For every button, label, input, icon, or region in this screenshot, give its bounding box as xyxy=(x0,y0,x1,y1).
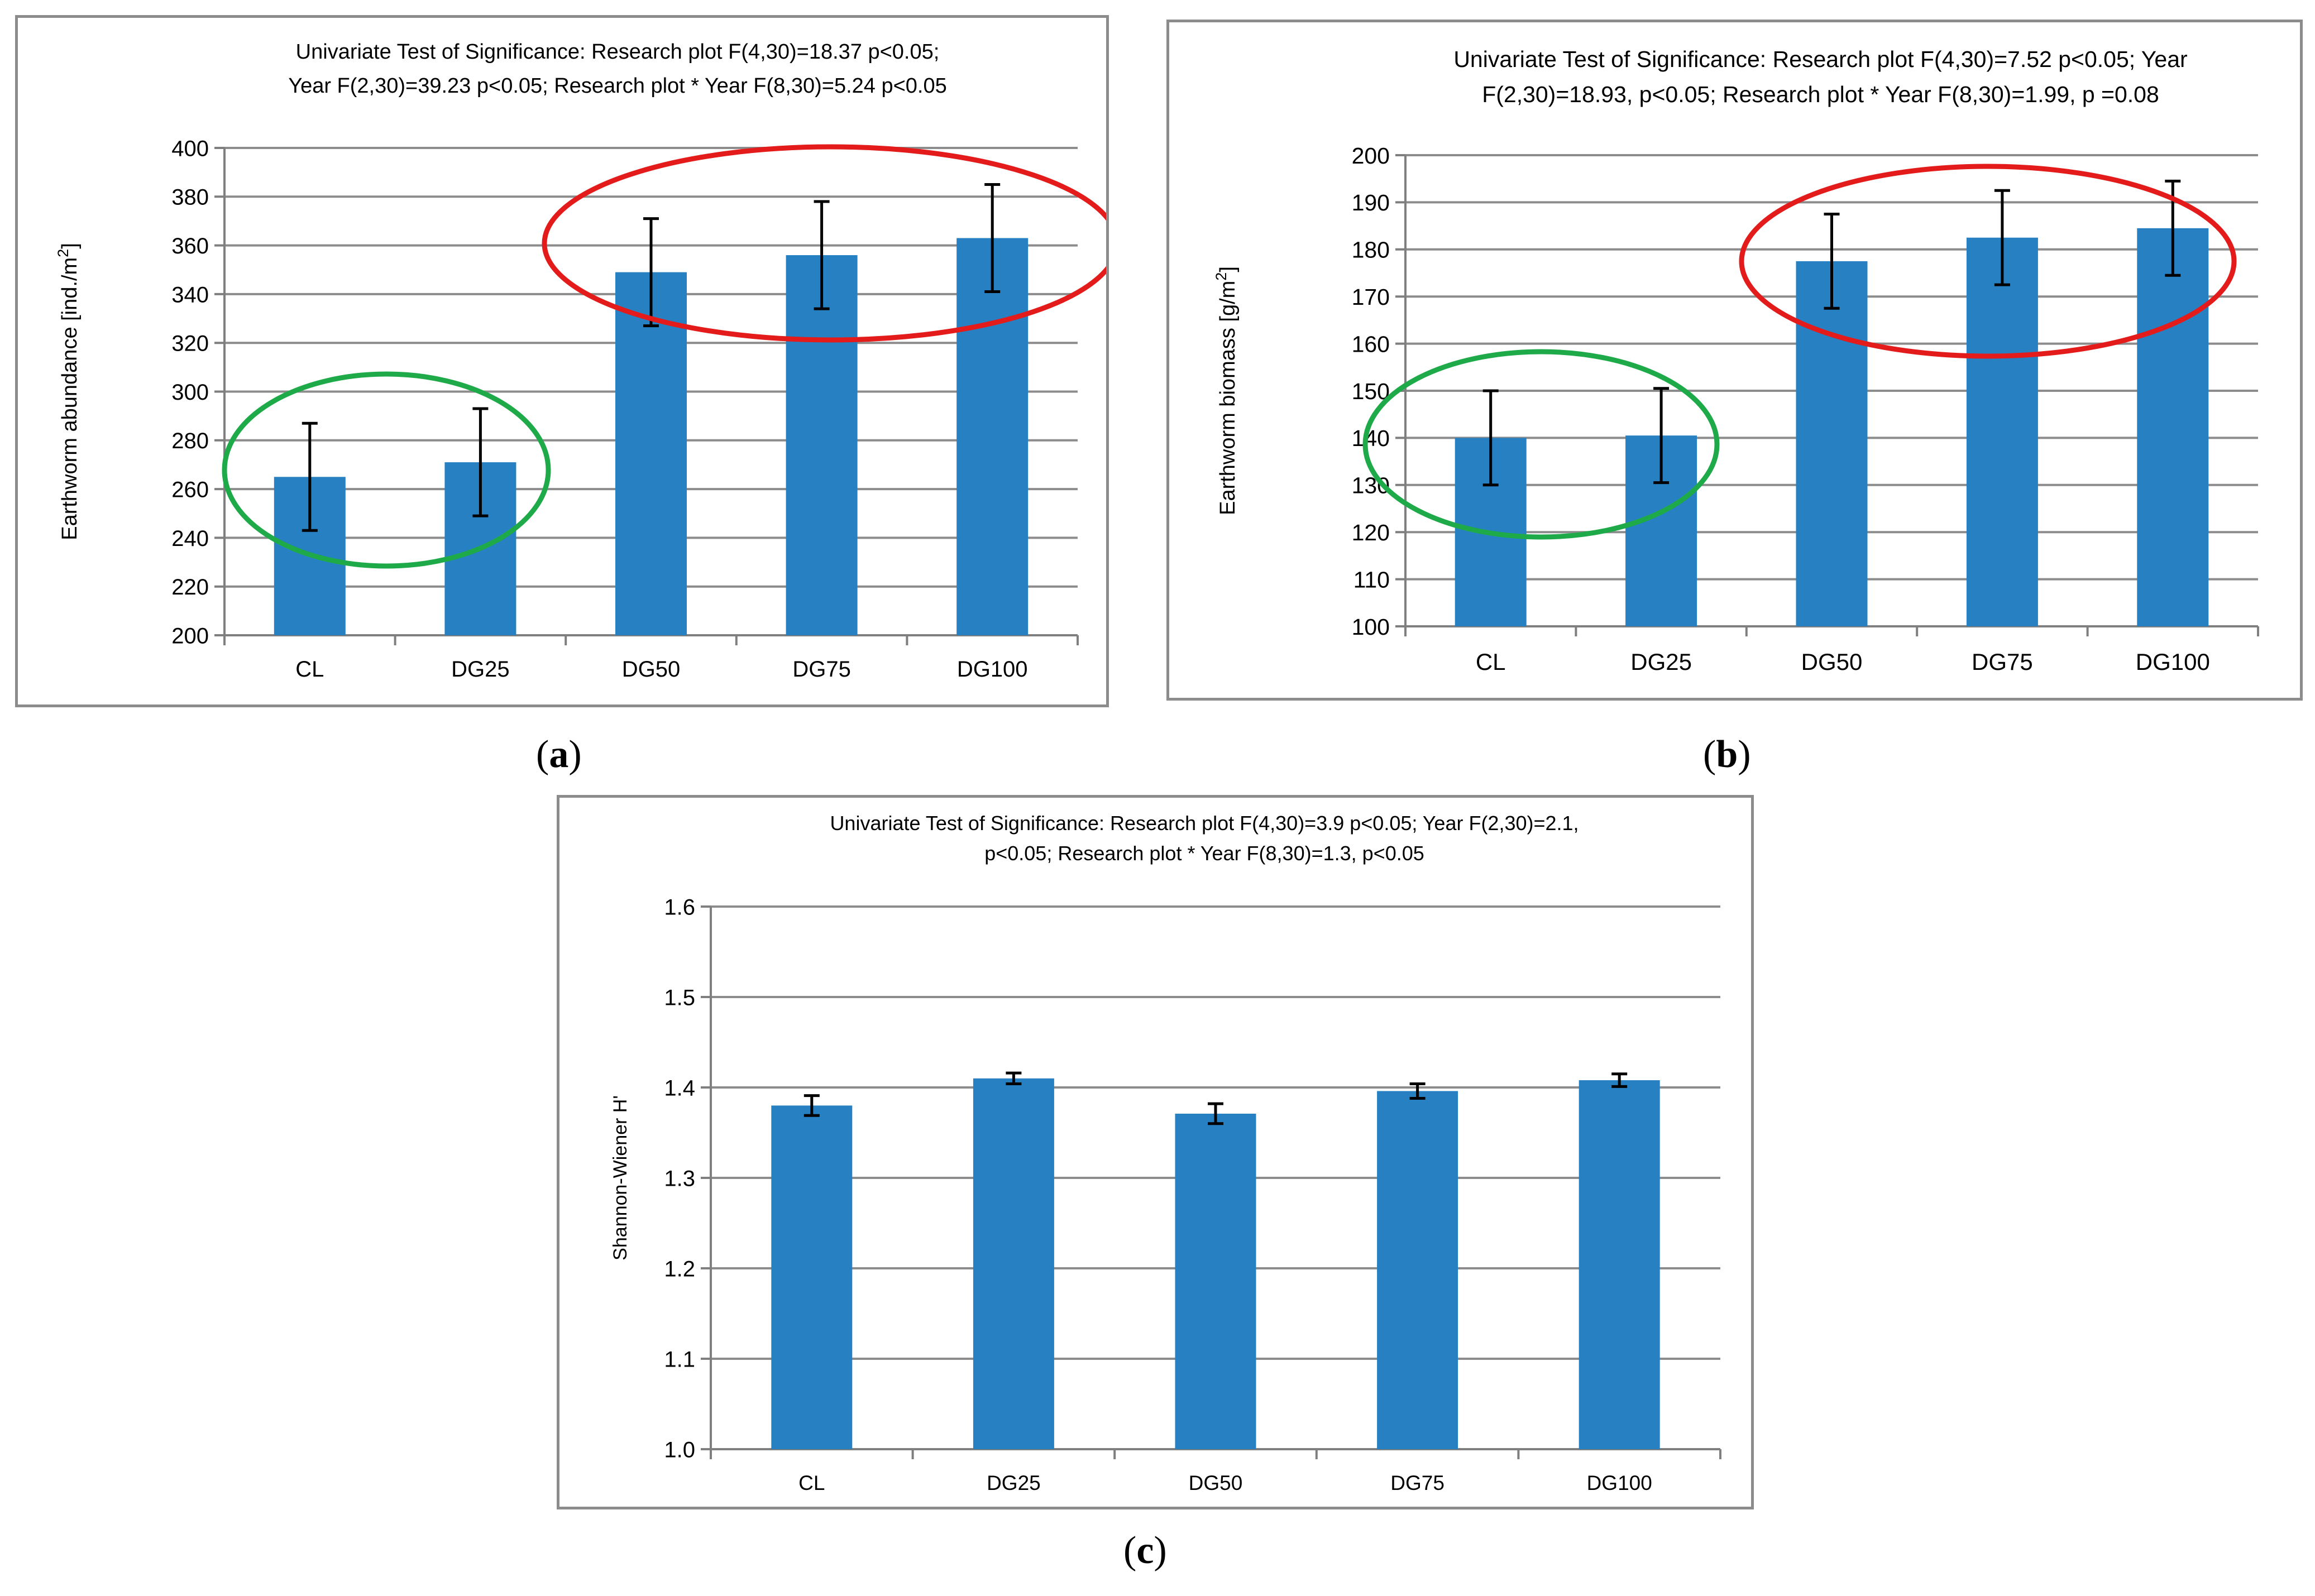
y-tick-label: 260 xyxy=(171,478,209,502)
x-tick-label: DG25 xyxy=(1630,649,1692,675)
highlight-ellipse-green xyxy=(1362,349,1720,540)
chart-c-svg: 1.0 1.1 1.2 1.3 1.4 1.5 1.6 CL DG25 DG50 DG75 DG100… xyxy=(610,812,1721,1494)
y-axis-label: Earthworm biomass [g/m2] xyxy=(1213,266,1240,515)
chart-panel-a: 200 220 240 260 280 300 320 340 360 380 400 CL DG25 D… xyxy=(15,15,1109,707)
y-tick-label: 190 xyxy=(1352,190,1390,215)
x-tick-label: DG50 xyxy=(622,657,681,682)
highlight-ellipse-red xyxy=(542,144,1106,343)
x-tick-label: DG25 xyxy=(987,1472,1041,1494)
bar-dg75 xyxy=(786,255,858,635)
y-tick-label: 160 xyxy=(1352,331,1390,357)
y-tick-label: 120 xyxy=(1352,520,1390,545)
x-tick-label: DG50 xyxy=(1189,1472,1243,1494)
chart-title-line: Univariate Test of Significance: Researc… xyxy=(296,40,940,64)
bar-dg50 xyxy=(1175,1113,1256,1449)
caption-a: (a) xyxy=(536,733,582,776)
y-tick-label: 280 xyxy=(171,429,209,453)
y-tick-label: 300 xyxy=(171,380,209,405)
chart-panel-c: 1.0 1.1 1.2 1.3 1.4 1.5 1.6 CL DG25 DG50 DG75 DG100… xyxy=(557,795,1754,1509)
bar-dg100 xyxy=(1579,1080,1660,1449)
y-tick-label: 140 xyxy=(1352,425,1390,451)
chart-title-line: Univariate Test of Significance: Researc… xyxy=(1453,46,2187,72)
caption-c: (c) xyxy=(1123,1529,1167,1572)
x-tick-label: DG100 xyxy=(2136,649,2210,675)
bar-dg50 xyxy=(1796,261,1868,626)
y-tick-label: 180 xyxy=(1352,237,1390,263)
y-tick-label: 1.1 xyxy=(664,1347,695,1372)
chart-title-line: Year F(2,30)=39.23 p<0.05; Research plot… xyxy=(288,74,947,98)
x-tick-label: DG25 xyxy=(451,657,510,682)
y-tick-label: 340 xyxy=(171,282,209,307)
y-tick-label: 1.0 xyxy=(664,1437,695,1462)
x-tick-label: DG75 xyxy=(1390,1472,1445,1494)
y-tick-label: 380 xyxy=(171,185,209,210)
y-axis-label: Earthworm abundance [ind./m2] xyxy=(55,243,82,540)
bar-cl xyxy=(771,1105,853,1449)
bar-dg25 xyxy=(973,1078,1054,1449)
highlight-ellipse-green xyxy=(222,371,551,569)
chart-panel-b: 100 110 120 130 140 150 160 170 180 190 200 CL DG25 D… xyxy=(1166,20,2303,701)
y-tick-label: 170 xyxy=(1352,284,1390,310)
y-tick-label: 320 xyxy=(171,332,209,356)
chart-a-svg: 200 220 240 260 280 300 320 340 360 380 400 CL DG25 D… xyxy=(55,40,1106,682)
bar-dg50 xyxy=(615,272,687,635)
y-axis-label: Shannon-Wiener H' xyxy=(610,1095,631,1260)
y-tick-label: 1.4 xyxy=(664,1076,695,1100)
x-tick-label: DG75 xyxy=(792,657,851,682)
y-tick-label: 1.2 xyxy=(664,1257,695,1281)
x-tick-label: DG50 xyxy=(1801,649,1863,675)
y-tick-label: 1.3 xyxy=(664,1166,695,1191)
y-tick-label: 1.5 xyxy=(664,985,695,1010)
x-tick-label: CL xyxy=(798,1472,825,1494)
x-tick-label: DG100 xyxy=(957,657,1028,682)
chart-title-line: F(2,30)=18.93, p<0.05; Research plot * Y… xyxy=(1482,82,2159,107)
y-tick-label: 100 xyxy=(1352,614,1390,640)
bar-dg100 xyxy=(2137,228,2209,626)
y-tick-label: 240 xyxy=(171,526,209,551)
y-tick-label: 200 xyxy=(1352,143,1390,169)
caption-b: (b) xyxy=(1703,733,1751,776)
y-tick-label: 220 xyxy=(171,575,209,600)
x-tick-label: CL xyxy=(295,657,324,682)
x-tick-label: CL xyxy=(1476,649,1506,675)
y-tick-label: 1.6 xyxy=(664,895,695,919)
bar-dg75 xyxy=(1377,1091,1458,1449)
y-tick-label: 110 xyxy=(1353,567,1390,592)
bar-dg75 xyxy=(1966,237,2038,626)
y-tick-label: 400 xyxy=(171,136,209,161)
y-tick-label: 360 xyxy=(171,234,209,258)
y-tick-label: 200 xyxy=(171,624,209,648)
chart-title-line: p<0.05; Research plot * Year F(8,30)=1.3… xyxy=(984,842,1424,865)
chart-title-line: Univariate Test of Significance: Researc… xyxy=(830,812,1579,835)
x-tick-label: DG100 xyxy=(1587,1472,1652,1494)
highlight-ellipse-red xyxy=(1739,164,2237,359)
x-tick-label: DG75 xyxy=(1972,649,2033,675)
bar-dg100 xyxy=(956,238,1029,635)
